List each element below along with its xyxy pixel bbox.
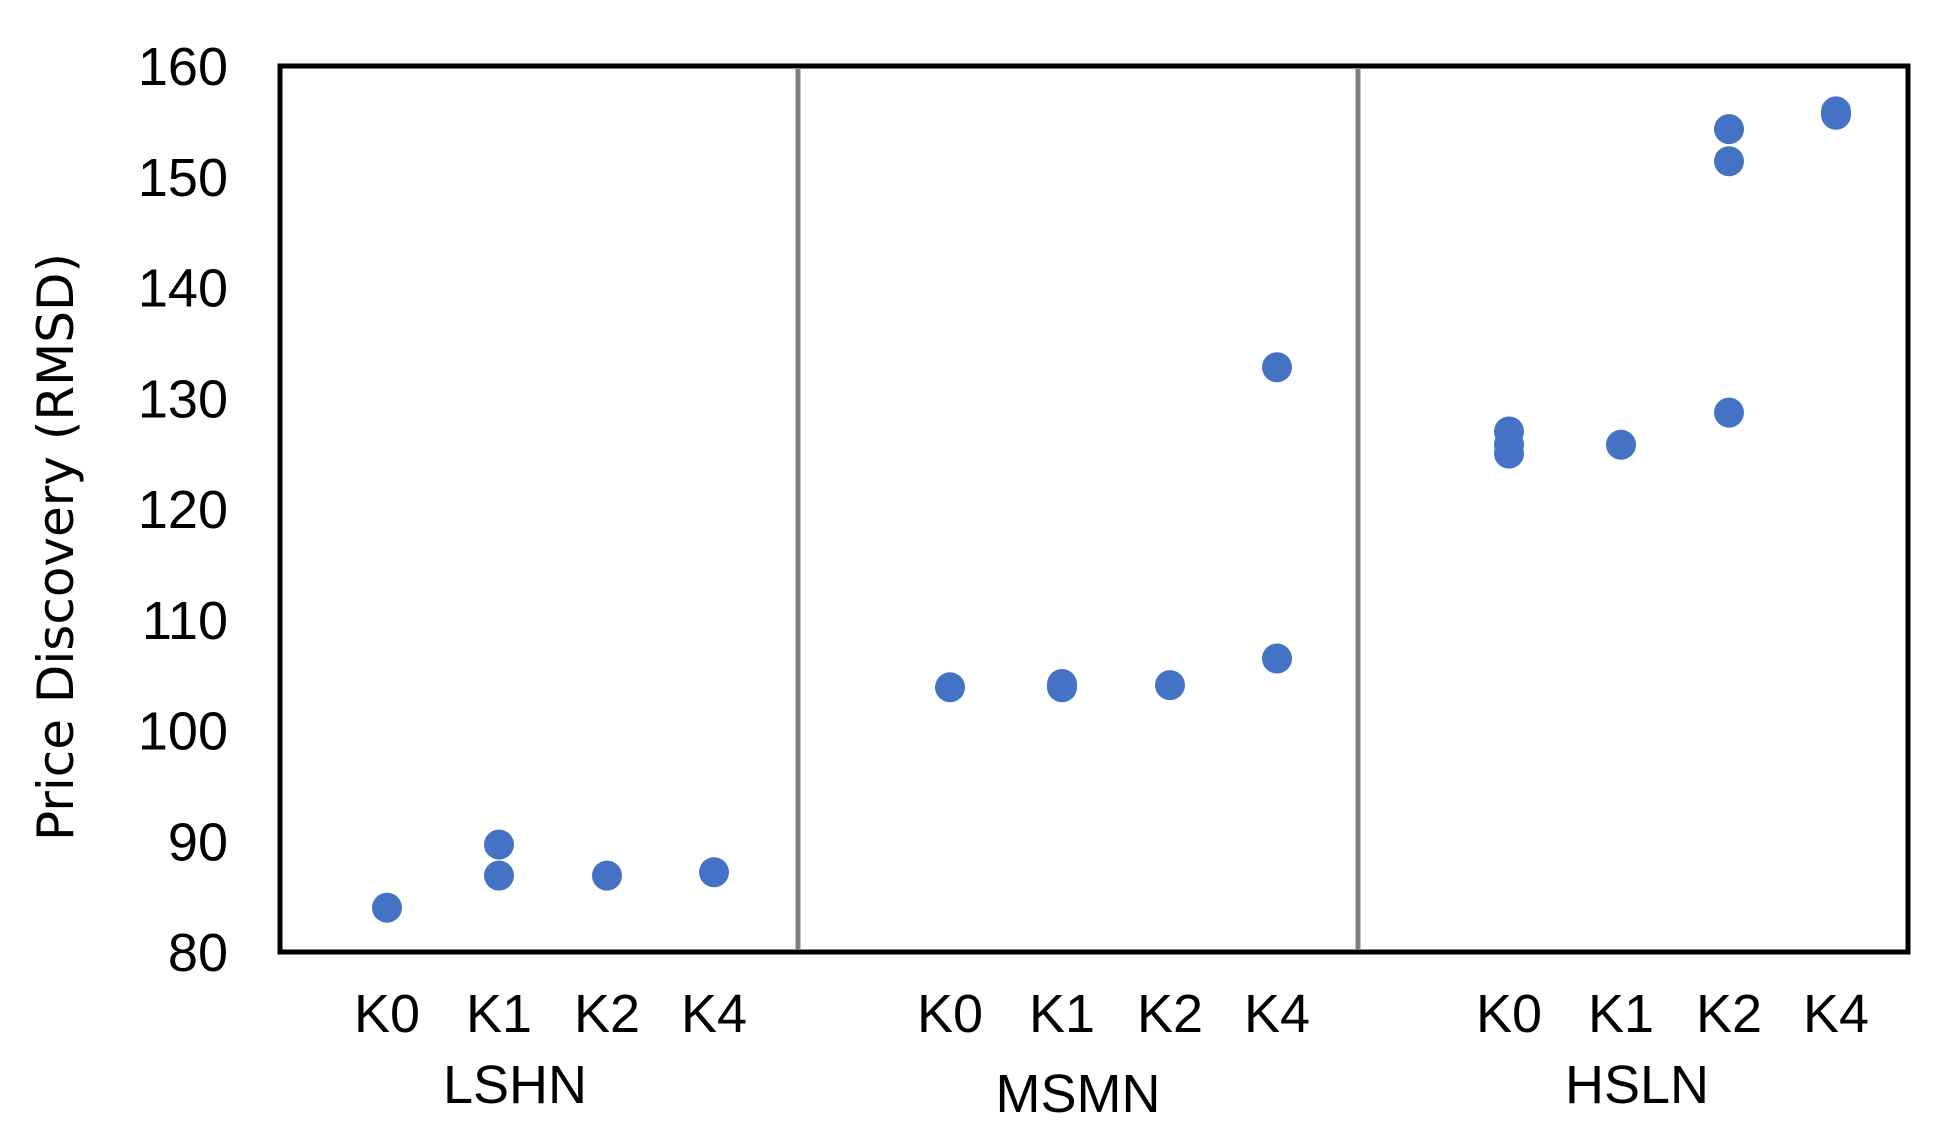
x-category-label: K0 [354, 984, 420, 1044]
plot-border [277, 63, 1911, 955]
data-point [484, 860, 514, 891]
data-point [1262, 352, 1292, 383]
y-tick-label: 140 [138, 259, 228, 319]
x-axis-category-labels: K0 K1 K2 K4 K0 K1 K2 K4 K0 K1 K2 K4 [354, 984, 1869, 1044]
data-point [372, 892, 402, 923]
data-point [699, 857, 729, 888]
y-axis-title: Price Discovery (RMSD) [27, 253, 85, 841]
x-category-label: K4 [1803, 984, 1869, 1044]
y-tick-label: 160 [138, 37, 228, 97]
data-point [1714, 146, 1744, 177]
data-point [1155, 670, 1185, 701]
x-category-label: K2 [1137, 984, 1203, 1044]
data-point [1606, 429, 1636, 460]
plot-frame [277, 63, 1911, 955]
x-category-label: K1 [1588, 984, 1654, 1044]
x-category-label: K2 [574, 984, 640, 1044]
x-category-label: K1 [1029, 984, 1095, 1044]
y-tick-label: 100 [138, 702, 228, 762]
group-label: HSLN [1565, 1055, 1709, 1115]
data-points [372, 96, 1851, 923]
data-point [1714, 114, 1744, 145]
y-tick-label: 80 [168, 923, 228, 983]
x-category-label: K0 [1476, 984, 1542, 1044]
group-label: LSHN [443, 1055, 587, 1115]
data-point [1047, 668, 1077, 699]
data-point [1262, 643, 1292, 674]
data-point [1494, 416, 1524, 447]
y-tick-label: 110 [142, 591, 228, 651]
x-category-label: K0 [917, 984, 983, 1044]
y-tick-label: 150 [138, 148, 228, 208]
x-category-label: K4 [681, 984, 747, 1044]
data-point [1821, 96, 1851, 127]
y-tick-label: 90 [168, 812, 228, 872]
group-label: MSMN [996, 1064, 1161, 1124]
data-point [484, 829, 514, 860]
y-tick-label: 120 [138, 480, 228, 540]
group-separators [795, 68, 1361, 950]
x-axis-group-labels: LSHN MSMN HSLN [443, 1055, 1709, 1124]
y-tick-label: 130 [138, 369, 228, 429]
x-category-label: K1 [466, 984, 532, 1044]
data-point [1714, 397, 1744, 428]
x-category-label: K4 [1244, 984, 1310, 1044]
x-category-label: K2 [1696, 984, 1762, 1044]
y-axis-tick-labels: 80 90 100 110 120 130 140 150 160 [138, 37, 228, 983]
data-point [592, 860, 622, 891]
data-point [935, 672, 965, 703]
